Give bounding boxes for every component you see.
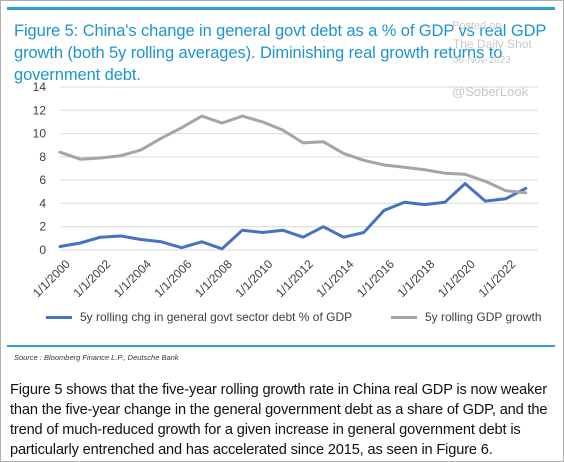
legend-swatch-debt: [46, 315, 72, 319]
y-tick-label: 4: [39, 196, 46, 210]
bottom-rule: [7, 345, 555, 347]
body-paragraph: Figure 5 shows that the five-year rollin…: [10, 382, 548, 458]
y-tick-label: 8: [39, 150, 46, 164]
x-tick-label: 1/1/2022: [476, 257, 519, 300]
series-line-gdp: [58, 114, 528, 195]
legend-item-gdp: 5y rolling GDP growth: [391, 310, 542, 324]
x-tick-label: 1/1/2008: [192, 257, 235, 300]
y-tick-label: 12: [33, 103, 47, 117]
watermark-site: The Daily Shot: [453, 37, 532, 51]
y-tick-label: 0: [39, 243, 46, 257]
series-line-debt: [58, 182, 528, 251]
y-tick-label: 10: [33, 127, 47, 141]
source-note: Source : Bloomberg Finance L.P., Deutsch…: [14, 353, 179, 362]
legend-item-debt: 5y rolling chg in general govt sector de…: [46, 310, 352, 324]
legend-swatch-gdp: [391, 315, 417, 319]
x-tick-label: 1/1/2012: [273, 257, 316, 300]
x-tick-label: 1/1/2016: [354, 257, 397, 300]
top-rule: [7, 7, 555, 10]
y-tick-label: 2: [39, 220, 46, 234]
watermark-handle: @SoberLook: [452, 84, 529, 99]
x-tick-label: 1/1/2010: [233, 257, 276, 300]
x-tick-label: 1/1/2020: [435, 257, 478, 300]
line-chart: 024681012141/1/20001/1/20021/1/20041/1/2…: [30, 80, 538, 300]
legend-label-debt: 5y rolling chg in general govt sector de…: [80, 310, 353, 324]
y-tick-label: 14: [33, 80, 47, 94]
x-tick-label: 1/1/2002: [70, 257, 113, 300]
y-tick-label: 6: [39, 173, 46, 187]
x-tick-label: 1/1/2018: [395, 257, 438, 300]
x-tick-label: 1/1/2014: [314, 257, 357, 300]
chart-legend: 5y rolling chg in general govt sector de…: [18, 310, 558, 328]
watermark-posted-on: Posted on: [452, 20, 502, 32]
legend-label-gdp: 5y rolling GDP growth: [425, 310, 542, 324]
x-tick-label: 1/1/2004: [111, 257, 154, 300]
x-tick-label: 1/1/2006: [152, 257, 195, 300]
x-tick-label: 1/1/2000: [30, 257, 73, 300]
watermark-date: 06-Nov-2023: [453, 55, 511, 66]
chart-title: Figure 5: China's change in general govt…: [14, 22, 546, 84]
